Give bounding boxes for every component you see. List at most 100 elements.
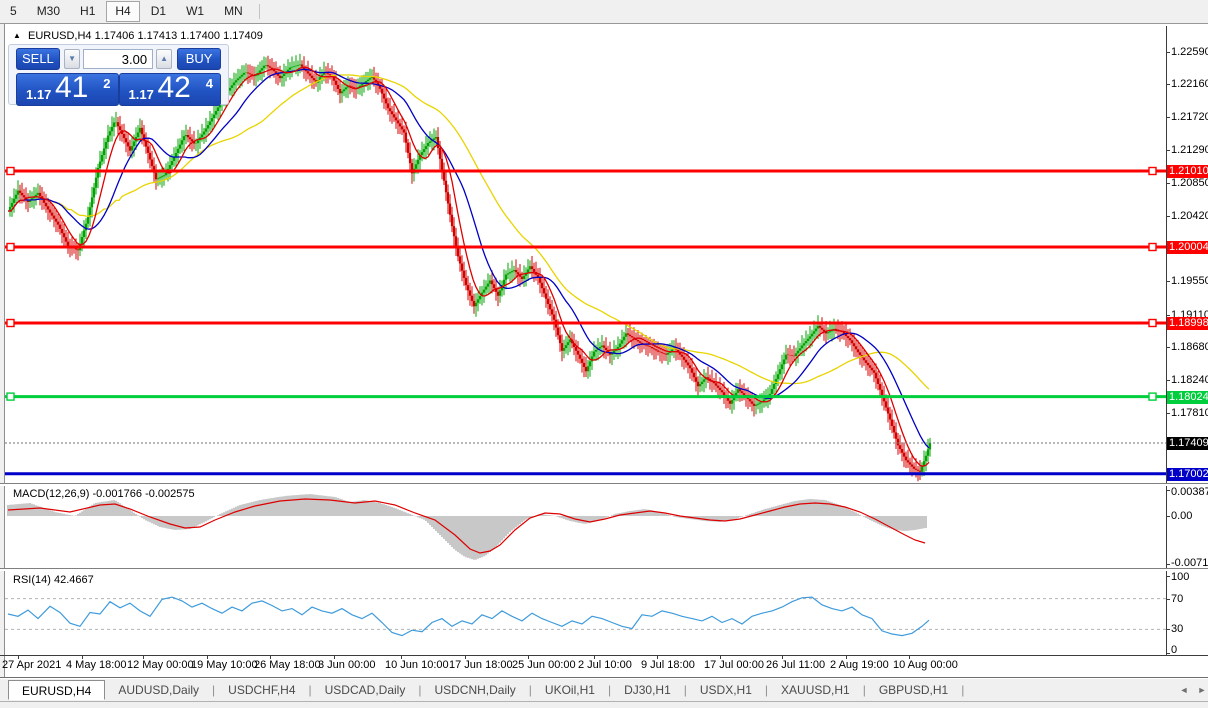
time-tick-label: 3 Jun 00:00 [318, 659, 376, 671]
price-tick-mark [1166, 281, 1170, 282]
price-tick-mark [1166, 216, 1170, 217]
macd-tick-mark [1166, 490, 1170, 491]
buy-price-button[interactable]: 1.17 42 4 [118, 71, 221, 106]
price-tick-label: 1.18680 [1171, 341, 1208, 353]
ma-fast [8, 66, 930, 467]
time-tick-label: 2 Jul 10:00 [578, 659, 632, 671]
price-tick-mark [1166, 380, 1170, 381]
chart-tab-usdcad-daily[interactable]: USDCAD,Daily [324, 683, 406, 697]
time-tick-label: 17 Jul 00:00 [704, 659, 764, 671]
rsi-tick-mark [1166, 629, 1170, 630]
buy-button[interactable]: BUY [177, 48, 221, 70]
timeframe-button-m30[interactable]: M30 [36, 4, 61, 18]
time-tick-mark [334, 655, 335, 659]
time-tick-label: 27 Apr 2021 [2, 659, 62, 671]
timeframe-button-w1[interactable]: W1 [186, 4, 205, 18]
price-tick-mark [1166, 183, 1170, 184]
sell-price-big: 41 [55, 71, 89, 104]
macd-tick-label: -0.00719 [1171, 557, 1208, 569]
price-tick-label: 1.20420 [1171, 210, 1208, 222]
price-tick-label: 1.22160 [1171, 78, 1208, 90]
time-tick-label: 25 Jun 00:00 [512, 659, 576, 671]
buy-price-sup: 4 [205, 76, 213, 91]
chart-tabbar: EURUSD,H4 AUDUSD,Daily | USDCHF,H4 | USDCAD,D… [0, 679, 1208, 701]
sell-button[interactable]: SELL [16, 48, 60, 70]
tab-separator: | [764, 683, 769, 697]
time-tick-label: 26 May 18:00 [254, 659, 321, 671]
price-axis-line [1166, 26, 1167, 655]
chart-tab-usdx-h1[interactable]: USDX,H1 [699, 683, 752, 697]
sell-price-prefix: 1.17 [26, 87, 52, 102]
timeframe-button-5[interactable]: 5 [10, 4, 17, 18]
triangle-down-icon: ▼ [68, 54, 77, 63]
sell-price-button[interactable]: 1.17 41 2 [16, 71, 119, 106]
price-tick-mark [1166, 413, 1170, 414]
rsi-tick-mark [1166, 653, 1170, 654]
tab-separator: | [528, 683, 532, 697]
time-tick-label: 2 Aug 19:00 [830, 659, 889, 671]
sell-price-sup: 2 [103, 76, 111, 91]
rsi-tick-label: 100 [1171, 571, 1190, 583]
macd-canvas[interactable] [5, 485, 1166, 568]
rsi-splitter[interactable] [0, 568, 1208, 571]
time-tick-mark [143, 655, 144, 659]
chart-left-frame [0, 24, 5, 677]
rsi-canvas[interactable] [5, 570, 1166, 655]
volume-increase-button[interactable]: ▲ [156, 49, 172, 69]
macd-tick-label: 0.003873 [1171, 486, 1208, 498]
macd-label: MACD(12,26,9) -0.001766 -0.002575 [13, 488, 195, 500]
price-chart-canvas[interactable] [5, 26, 1166, 483]
time-tick-mark [782, 655, 783, 659]
time-tick-mark [270, 655, 271, 659]
timeframe-toolbar: 5 M30 H1 H4 D1 W1 MN [0, 0, 1208, 24]
chart-tab-gbpusd-h1[interactable]: GBPUSD,H1 [878, 683, 949, 697]
price-tick-mark [1166, 117, 1170, 118]
chart-ohlc: 1.17406 1.17413 1.17400 1.17409 [94, 30, 263, 42]
timeframe-button-h1[interactable]: H1 [80, 4, 96, 18]
status-bar [0, 701, 1208, 708]
price-tick-mark [1166, 150, 1170, 151]
price-tick-mark [1166, 347, 1170, 348]
price-tick-mark [1166, 84, 1170, 85]
price-tick-label: 1.20850 [1171, 177, 1208, 189]
price-level-badge: 1.17002 [1167, 468, 1208, 481]
price-tick-mark [1166, 315, 1170, 316]
chart-tab-xauusd-h1[interactable]: XAUUSD,H1 [781, 683, 850, 697]
tab-separator: | [961, 683, 965, 697]
volume-decrease-button[interactable]: ▼ [64, 49, 81, 69]
price-tick-label: 1.21720 [1171, 111, 1208, 123]
time-tick-label: 17 Jun 18:00 [449, 659, 513, 671]
time-tick-mark [909, 655, 910, 659]
time-tick-mark [846, 655, 847, 659]
current-price-badge: 1.17409 [1167, 437, 1208, 450]
tab-scroll-left-icon[interactable]: ◄ [1179, 685, 1189, 695]
chart-tab-ukoil-h1[interactable]: UKOil,H1 [544, 683, 595, 697]
volume-input[interactable] [83, 49, 154, 69]
time-tick-label: 19 May 10:00 [191, 659, 258, 671]
chart-tab-usdchf-h4[interactable]: USDCHF,H4 [228, 683, 296, 697]
one-click-trade-panel: SELL ▼ ▲ BUY 1.17 41 2 1.17 42 4 [8, 44, 229, 106]
chart-tab-dj30-h1[interactable]: DJ30,H1 [624, 683, 671, 697]
tab-scroll-right-icon[interactable]: ► [1197, 685, 1207, 695]
macd-splitter[interactable] [0, 483, 1208, 486]
collapse-icon[interactable]: ▲ [13, 31, 21, 40]
ma-mid [8, 68, 930, 449]
timeframe-button-h4[interactable]: H4 [106, 1, 140, 22]
price-level-badge: 1.20004 [1167, 241, 1208, 254]
time-tick-mark [401, 655, 402, 659]
chart-tab-usdcnh-daily[interactable]: USDCNH,Daily [434, 683, 516, 697]
chart-tab-eurusd-h4[interactable]: EURUSD,H4 [8, 680, 106, 700]
time-axis-line [0, 655, 1208, 656]
timeframe-button-mn[interactable]: MN [224, 4, 243, 18]
price-tick-label: 1.21290 [1171, 144, 1208, 156]
rsi-label: RSI(14) 42.4667 [13, 574, 94, 586]
rsi-tick-label: 30 [1171, 623, 1184, 635]
price-tick-label: 1.22590 [1171, 46, 1208, 58]
macd-tick-mark [1166, 564, 1170, 565]
chart-tab-audusd-daily[interactable]: AUDUSD,Daily [118, 683, 200, 697]
price-level-badge: 1.18024 [1167, 391, 1208, 404]
time-tick-label: 9 Jul 18:00 [641, 659, 695, 671]
rsi-tick-mark [1166, 599, 1170, 600]
toolbar-separator [258, 4, 260, 19]
timeframe-button-d1[interactable]: D1 [150, 4, 167, 18]
